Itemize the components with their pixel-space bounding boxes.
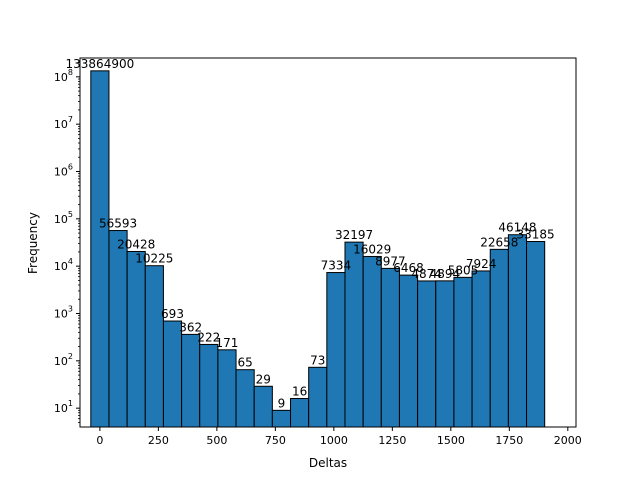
histogram-bar: [308, 366, 328, 428]
bar-value-label: 171: [216, 336, 239, 350]
x-axis-ticks: 0 250 500 750 1000 1250 1500 1750 2000: [96, 427, 582, 447]
bar-value-label: 4874: [411, 267, 442, 281]
bar-value-label: 29: [256, 372, 271, 386]
bar-value-label: 7924: [466, 257, 497, 271]
y-axis-label: Frequency: [26, 212, 40, 274]
y-tick-label: 106: [54, 163, 73, 179]
bar-value-label: 693: [161, 307, 184, 321]
x-axis-label: Deltas: [309, 456, 347, 470]
bar-value-label: 56593: [99, 217, 137, 231]
x-tick-label: 500: [206, 434, 227, 447]
bar-value-label: 65: [237, 356, 252, 370]
bar-value-label: 222: [197, 330, 220, 344]
histogram-bar: [253, 385, 273, 428]
histogram-bar: [326, 272, 346, 428]
x-tick-label: 1750: [495, 434, 523, 447]
histogram-bar: [199, 343, 219, 428]
histogram-bar: [126, 250, 146, 428]
y-tick-label: 105: [54, 210, 73, 226]
bar-value-label: 362: [179, 320, 202, 334]
histogram-bar: [453, 276, 473, 428]
histogram-bar: [108, 230, 128, 428]
y-tick-exponent: 3: [68, 304, 73, 313]
y-tick-label: 102: [54, 352, 73, 368]
y-tick-label: 103: [54, 304, 73, 320]
bar-value-label: 16: [292, 385, 307, 399]
histogram-bar: [489, 248, 509, 428]
histogram-bar: [271, 409, 292, 428]
bar-value-label: 33185: [517, 228, 555, 242]
y-tick-exponent: 6: [68, 163, 73, 172]
bar-value-label: 5805: [448, 263, 479, 277]
y-tick-base: 10: [54, 118, 68, 131]
bar-value-label: 16029: [353, 242, 391, 256]
x-tick-label: 1250: [378, 434, 406, 447]
bar-value-label: 4894: [430, 267, 461, 281]
bar-value-label: 9: [278, 396, 286, 410]
bar-value-label: 20428: [117, 237, 155, 251]
y-tick-exponent: 8: [68, 68, 73, 77]
y-tick-base: 10: [54, 402, 68, 415]
data-labels: 1338649005659320428102256933622221716529…: [66, 57, 555, 410]
y-tick-exponent: 1: [68, 399, 73, 408]
bar-value-label: 32197: [335, 228, 373, 242]
histogram-bar: [162, 320, 183, 428]
bar-value-label: 73: [310, 353, 325, 367]
x-tick-label: 0: [96, 434, 103, 447]
histogram-bar: [471, 270, 491, 428]
y-tick-exponent: 5: [68, 210, 73, 219]
histogram-bar: [398, 274, 419, 428]
bars: [90, 70, 546, 428]
y-tick-label: 107: [54, 115, 73, 131]
y-tick-base: 10: [54, 307, 68, 320]
histogram-bar: [235, 369, 255, 428]
bar-value-label: 46148: [498, 221, 536, 235]
histogram-bar: [217, 349, 237, 428]
histogram-bar: [181, 333, 201, 428]
x-tick-label: 250: [148, 434, 169, 447]
y-tick-base: 10: [54, 260, 68, 273]
y-tick-base: 10: [54, 71, 68, 84]
plot-frame: [79, 57, 577, 428]
histogram-bar: [507, 234, 528, 428]
y-tick-label: 101: [54, 399, 73, 415]
histogram-bar: [290, 398, 310, 428]
x-tick-label: 1000: [320, 434, 348, 447]
y-tick-base: 10: [54, 355, 68, 368]
y-tick-exponent: 7: [68, 115, 73, 124]
histogram-bar: [144, 265, 164, 428]
x-tick-label: 1500: [437, 434, 465, 447]
bar-value-label: 8977: [375, 254, 406, 268]
histogram-bar: [526, 241, 546, 428]
x-tick-label: 750: [265, 434, 286, 447]
y-tick-exponent: 2: [68, 352, 73, 361]
bar-value-label: 22658: [480, 235, 518, 249]
bar-value-label: 10225: [135, 252, 173, 266]
histogram-bar: [380, 267, 400, 428]
x-tick-label: 2000: [554, 434, 582, 447]
bar-value-label: 7334: [321, 259, 352, 273]
y-tick-base: 10: [54, 166, 68, 179]
bar-value-label: 6468: [393, 261, 424, 275]
y-tick-exponent: 4: [68, 257, 73, 266]
histogram-bar: [417, 280, 437, 428]
y-tick-base: 10: [54, 213, 68, 226]
histogram-bar: [435, 280, 455, 428]
y-tick-label: 104: [54, 257, 73, 273]
bar-value-label: 133864900: [66, 57, 135, 71]
histogram-bar: [90, 70, 110, 428]
y-tick-label: 108: [54, 68, 73, 84]
histogram-bar: [362, 255, 382, 428]
